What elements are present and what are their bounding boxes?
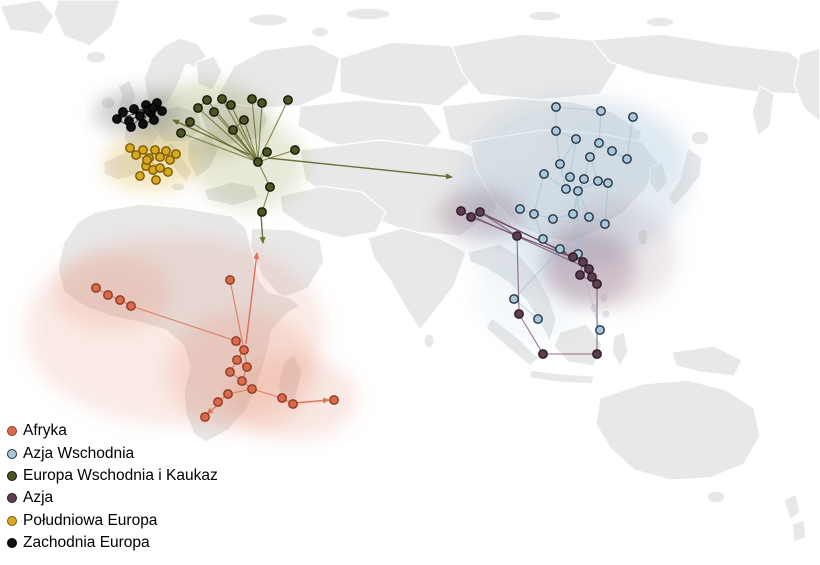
legend-item-azja-wschodnia: Azja Wschodnia bbox=[7, 442, 218, 464]
legend-item-europa-wschodnia-i-kaukaz: Europa Wschodnia i Kaukaz bbox=[7, 465, 218, 487]
legend-item-azja: Azja bbox=[7, 487, 218, 509]
legend-label: Południowa Europa bbox=[23, 511, 158, 529]
point-layer bbox=[91, 94, 638, 422]
legend-item-poludniowa-europa: Południowa Europa bbox=[7, 510, 218, 532]
legend-label: Azja bbox=[23, 489, 54, 507]
legend-marker bbox=[7, 426, 17, 437]
legend-label: Azja Wschodnia bbox=[23, 444, 135, 462]
legend-marker bbox=[7, 493, 17, 504]
legend-marker bbox=[7, 515, 17, 526]
legend-label: Zachodnia Europa bbox=[23, 534, 150, 552]
legend: Afryka Azja Wschodnia Europa Wschodnia i… bbox=[7, 420, 218, 554]
legend-marker bbox=[7, 470, 17, 481]
density-layer bbox=[25, 82, 690, 440]
legend-item-zachodnia-europa: Zachodnia Europa bbox=[7, 532, 218, 554]
legend-item-afryka: Afryka bbox=[7, 420, 218, 442]
legend-label: Afryka bbox=[23, 422, 67, 440]
legend-marker bbox=[7, 538, 17, 549]
legend-marker bbox=[7, 448, 17, 459]
legend-label: Europa Wschodnia i Kaukaz bbox=[23, 466, 218, 484]
